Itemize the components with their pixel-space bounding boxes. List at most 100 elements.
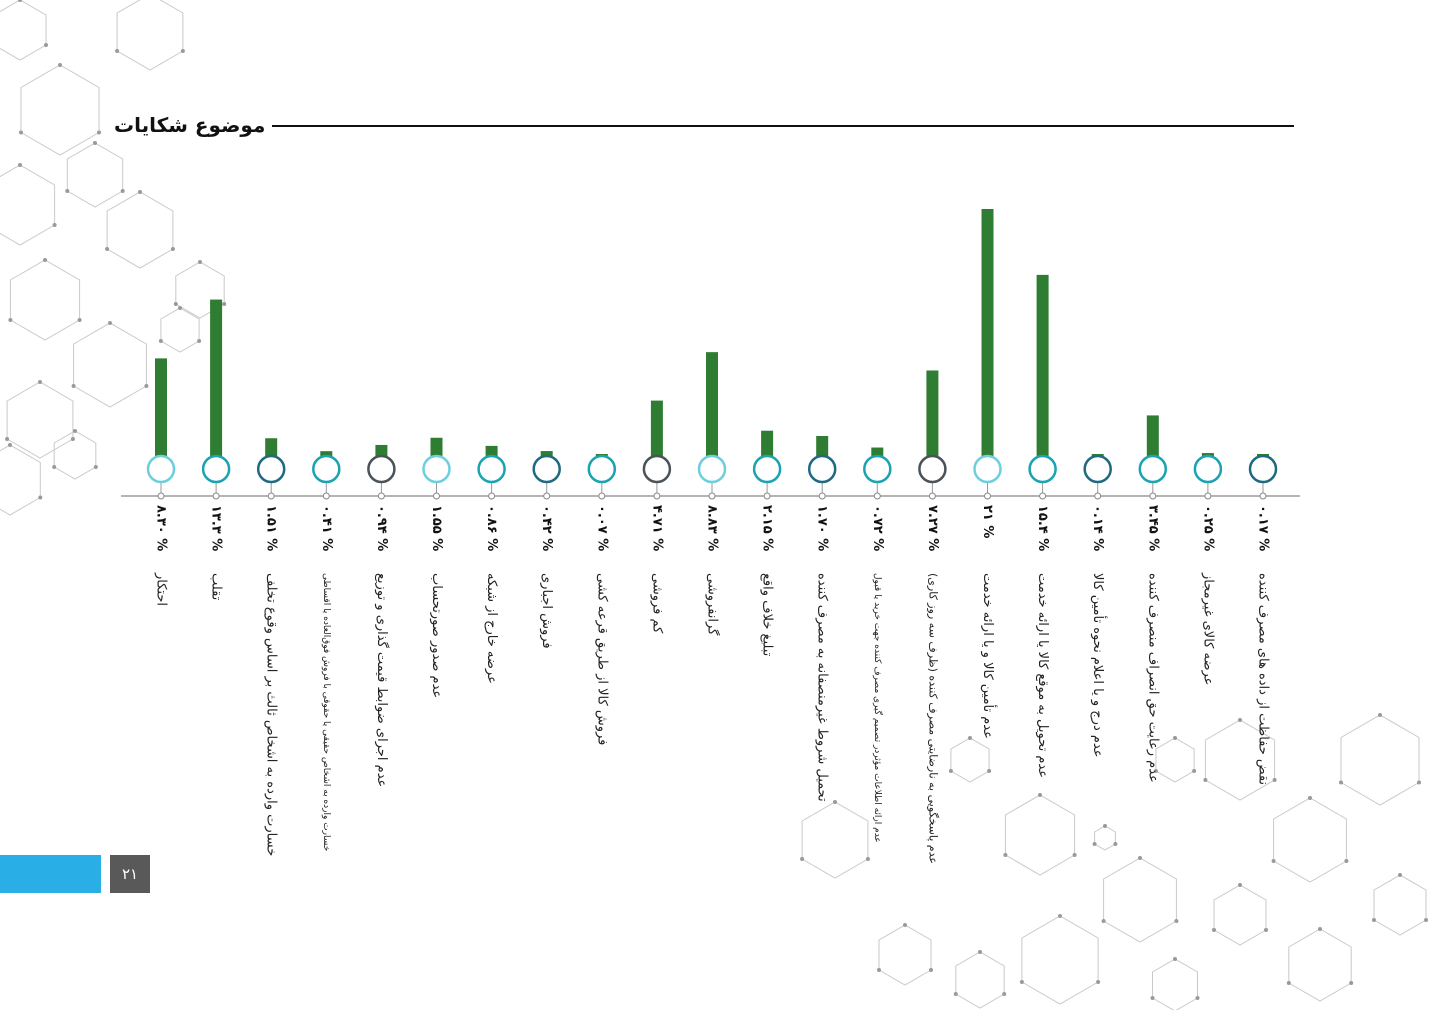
bar (430, 437, 443, 456)
bar (485, 445, 498, 456)
bar-marker-ring (918, 454, 947, 484)
bar-marker-ring (1083, 454, 1112, 484)
axis-tick-dot (1094, 492, 1102, 500)
bar (540, 451, 553, 456)
bar-marker-ring (256, 454, 286, 484)
axis-tick-dot (763, 492, 771, 500)
category-label: عدم صدور صورتحساب (429, 573, 444, 698)
data-label: ۳.۴۵ % (1145, 505, 1160, 551)
data-label: ۱.۷۰ % (815, 505, 830, 551)
category-label: نقض حفاظت از داده های مصرف کننده (1256, 573, 1271, 785)
bar (1201, 453, 1214, 456)
data-label: ۰.۴۱ % (319, 505, 334, 551)
data-label: ۱.۵۵ % (429, 505, 444, 551)
category-label: فروش اجباری (539, 573, 554, 649)
category-label: کم فروشی (649, 573, 664, 634)
page-title: موضوع شکایات (114, 113, 266, 137)
bar-marker-ring (367, 454, 396, 484)
bar-marker-ring (477, 454, 506, 484)
axis-tick-dot (928, 492, 936, 500)
data-label: ۰.۴۲ % (539, 505, 554, 551)
bar-marker-ring (312, 454, 341, 484)
data-label: ۰.۱۷ % (1256, 505, 1271, 551)
category-label: عدم ارائه اطلاعات مؤثردر تصمیم گیری مصرف… (872, 573, 884, 843)
category-label: تقلب (209, 573, 224, 601)
bar (871, 447, 884, 456)
data-label: ۱۵.۴ % (1035, 505, 1050, 551)
bar-marker-ring (973, 454, 1002, 484)
bar-marker-ring (146, 454, 176, 484)
bar-marker-ring (532, 454, 561, 484)
axis-tick-dot (653, 492, 661, 500)
bar (706, 352, 718, 456)
data-label: ۸.۳۰ % (154, 505, 169, 551)
axis-tick-dot (543, 492, 551, 500)
category-label: احتکار (154, 572, 169, 606)
bar (210, 299, 223, 456)
category-label: عرضه کالای غیرمجاز (1200, 572, 1215, 685)
bar-marker-ring (1193, 454, 1223, 484)
category-label: خسارت وارده به اشخاص حقیقی یا حقوقی با ف… (321, 573, 331, 851)
category-label: تحمیل شروط غیرمنصفانه به مصرف کننده (815, 573, 830, 802)
axis-tick-dot (267, 492, 275, 500)
data-label: ۱۳.۳ % (209, 505, 224, 551)
bar-marker-ring (697, 454, 727, 484)
bar-marker-ring (587, 454, 617, 484)
bar-marker-ring (807, 454, 837, 484)
bar (926, 370, 939, 456)
axis-tick-dot (433, 492, 440, 500)
bar-marker-ring (1248, 454, 1278, 484)
category-label: عدم درج و یا اعلام نحوه تأمین کالا (1090, 573, 1108, 758)
data-label: ۰.۱۴ % (1090, 505, 1105, 551)
bar (981, 209, 994, 456)
bar (761, 430, 774, 456)
axis-tick-dot (322, 492, 330, 500)
bar (375, 444, 388, 456)
category-label: عرضه خارج از شبکه (484, 573, 499, 684)
bar (320, 451, 333, 456)
data-label: ۲.۱۵ % (760, 505, 775, 551)
category-label: خسارت وارده به اشخاص ثالث بر اساس وقوع ت… (264, 573, 279, 856)
footer-accent-bar (0, 855, 101, 893)
title-divider (272, 125, 1294, 127)
data-label: ۰.۸۶ % (484, 505, 499, 551)
axis-tick-dot (157, 492, 165, 500)
axis-tick-dot (1149, 492, 1157, 500)
axis-tick-dot (488, 492, 496, 500)
bar-marker-ring (1028, 454, 1057, 484)
bar-marker-ring (642, 454, 672, 484)
data-label: ۰.۲۵ % (1200, 505, 1215, 551)
page-number: ۲۱ (110, 855, 150, 893)
bar-marker-ring (863, 454, 892, 484)
bar-marker-ring (422, 454, 451, 484)
data-label: ۲۱ % (980, 505, 995, 538)
axis-tick-dot (212, 492, 220, 500)
axis-tick-dot (708, 492, 716, 500)
data-label: ۰.۰۷ % (594, 505, 609, 551)
category-label: تبلیغ خلاف واقع (760, 573, 775, 657)
category-label: گرانفروشی (705, 573, 721, 636)
bar (650, 400, 663, 456)
axis-tick-dot (377, 492, 385, 500)
bar (1036, 274, 1049, 456)
axis-tick-dot (984, 492, 991, 500)
bar-marker-ring (752, 454, 782, 484)
axis-tick-dot (873, 492, 881, 500)
axis-tick-dot (1039, 492, 1047, 500)
category-label: عدم رعایت حق انصراف منصرف کننده (1145, 573, 1160, 783)
data-label: ۰.۹۴ % (374, 505, 389, 551)
bar (1146, 415, 1159, 456)
bar (265, 438, 278, 456)
data-label: ۴.۷۱ % (649, 505, 664, 551)
category-label: عدم پاسخگویی به نارضایتی مصرف کننده (ظرف… (926, 573, 939, 864)
axis-tick-dot (818, 492, 826, 500)
bar-marker-ring (1138, 454, 1168, 484)
data-label: ۸.۸۳ % (705, 505, 720, 551)
axis-tick-dot (598, 492, 606, 500)
axis-tick-dot (1259, 492, 1267, 500)
category-label: عدم اجرای ضوابط قیمت گذاری و توزیع (374, 573, 390, 787)
category-label: عدم تحویل به موقع کالا یا ارائه خدمت (1035, 573, 1050, 778)
axis-tick-dot (1204, 492, 1212, 500)
